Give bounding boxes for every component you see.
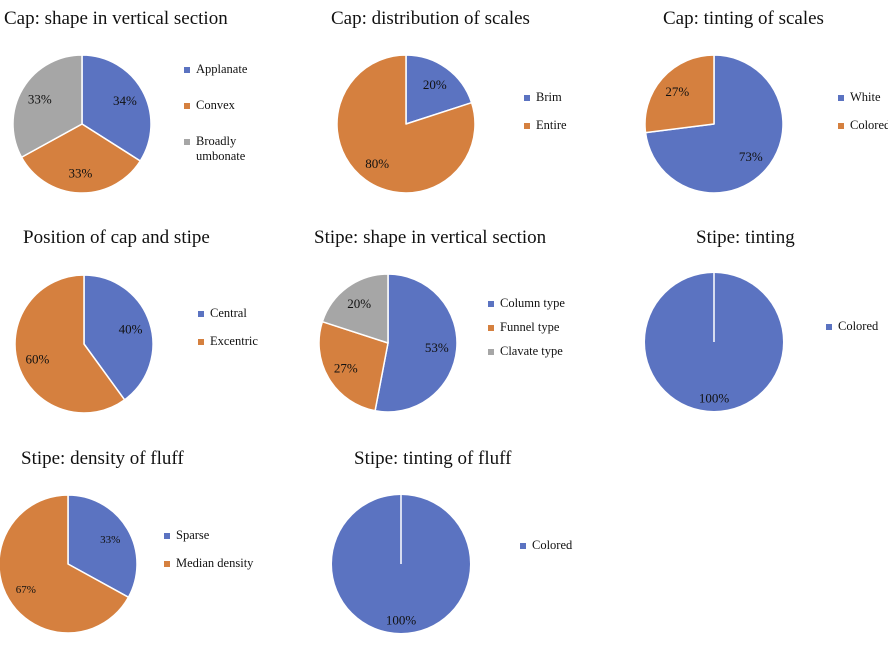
pie-slice-column-type xyxy=(374,273,458,413)
chart-title: Cap: distribution of scales xyxy=(331,8,530,29)
pie-slice-excentric xyxy=(14,274,126,414)
legend-item: Colored xyxy=(520,538,610,553)
legend-swatch xyxy=(488,301,494,307)
pie-slice-funnel-type xyxy=(318,320,389,412)
legend-label: White xyxy=(850,90,881,104)
data-label: 33% xyxy=(100,534,120,546)
pie-chart: 100% xyxy=(332,495,470,633)
legend-label: Entire xyxy=(536,118,567,132)
chart-title: Stipe: tinting xyxy=(696,227,795,248)
data-label: 100% xyxy=(386,613,417,628)
data-label: 20% xyxy=(423,77,447,92)
legend-swatch xyxy=(184,139,190,145)
legend-swatch xyxy=(524,123,530,129)
legend-item: Funnel type xyxy=(488,320,588,335)
legend-item: Colored xyxy=(826,319,888,334)
chart-title: Cap: shape in vertical section xyxy=(4,8,228,29)
legend-label: Column type xyxy=(500,296,565,310)
data-label: 80% xyxy=(365,156,389,171)
data-label: 40% xyxy=(119,321,143,336)
chart-title: Position of cap and stipe xyxy=(23,227,210,248)
legend-item: Clavate type xyxy=(488,344,588,359)
chart-legend: Colored xyxy=(520,538,610,553)
pie-slice-median-density xyxy=(0,494,130,634)
data-label: 34% xyxy=(113,93,137,108)
legend-label: Broadly umbonate xyxy=(196,134,246,163)
pie-slice-central xyxy=(83,274,154,401)
legend-item: White xyxy=(838,90,888,105)
legend-label: Convex xyxy=(196,98,235,112)
chart-legend: Column type Funnel type Clavate type xyxy=(488,296,588,359)
chart-legend: Colored xyxy=(826,319,888,334)
legend-item: Brim xyxy=(524,90,614,105)
legend-swatch xyxy=(520,543,526,549)
pie-slice-clavate-type xyxy=(321,273,389,344)
legend-swatch xyxy=(164,533,170,539)
data-label: 73% xyxy=(739,149,763,164)
legend-item: Central xyxy=(198,306,288,321)
chart-legend: Applanate Convex Broadly umbonate xyxy=(184,62,274,164)
data-label: 33% xyxy=(69,166,93,181)
pie-slice-colored xyxy=(644,54,715,134)
chart-legend: Sparse Median density xyxy=(164,528,274,571)
pie-chart: 34% 33% 33% xyxy=(12,54,152,194)
legend-swatch xyxy=(838,95,844,101)
chart-title: Stipe: shape in vertical section xyxy=(314,227,547,248)
pie-chart: 53% 27% 20% xyxy=(318,273,458,413)
legend-label: Clavate type xyxy=(500,344,563,358)
legend-label: Colored xyxy=(532,538,573,552)
legend-swatch xyxy=(164,561,170,567)
legend-label: Colored xyxy=(838,319,879,333)
legend-item: Entire xyxy=(524,118,614,133)
legend-swatch xyxy=(838,123,844,129)
pie-chart: 40% 60% xyxy=(14,274,154,414)
legend-label: Central xyxy=(210,306,247,320)
pie-slice-brim xyxy=(405,54,473,125)
legend-label: Colored xyxy=(850,118,888,132)
legend-swatch xyxy=(184,67,190,73)
pie-chart: 20% 80% xyxy=(336,54,476,194)
pie-chart: 73% 27% xyxy=(644,54,784,194)
data-label: 100% xyxy=(699,391,730,406)
chart-legend: Central Excentric xyxy=(198,306,288,349)
legend-label: Excentric xyxy=(210,334,258,348)
data-label: 20% xyxy=(347,296,371,311)
chart-legend: Brim Entire xyxy=(524,90,614,133)
legend-swatch xyxy=(198,339,204,345)
legend-label: Funnel type xyxy=(500,320,560,334)
legend-item: Convex xyxy=(184,98,274,113)
chart-title: Cap: tinting of scales xyxy=(663,8,824,29)
pie-slice-broadly-umbonate xyxy=(12,54,83,158)
pie-slice-entire xyxy=(336,54,476,194)
chart-legend: White Colored xyxy=(838,90,888,133)
legend-swatch xyxy=(198,311,204,317)
legend-swatch xyxy=(488,349,494,355)
pie-chart: 33% 67% xyxy=(0,494,138,634)
data-label: 67% xyxy=(16,584,36,596)
legend-item: Applanate xyxy=(184,62,274,77)
pie-slice-sparse xyxy=(67,494,138,598)
pie-chart: 100% xyxy=(645,273,783,411)
legend-label: Brim xyxy=(536,90,562,104)
chart-title: Stipe: tinting of fluff xyxy=(354,448,512,469)
data-label: 53% xyxy=(425,340,449,355)
legend-item: Column type xyxy=(488,296,588,311)
legend-item: Broadly umbonate xyxy=(184,134,274,164)
legend-label: Sparse xyxy=(176,528,210,542)
legend-label: Median density xyxy=(176,556,254,570)
data-label: 27% xyxy=(334,360,358,375)
legend-swatch xyxy=(826,324,832,330)
legend-item: Colored xyxy=(838,118,888,133)
legend-swatch xyxy=(524,95,530,101)
legend-item: Excentric xyxy=(198,334,288,349)
legend-swatch xyxy=(184,103,190,109)
legend-item: Sparse xyxy=(164,528,274,543)
legend-label: Applanate xyxy=(196,62,248,76)
data-label: 27% xyxy=(665,84,689,99)
legend-item: Median density xyxy=(164,556,274,571)
data-label: 33% xyxy=(28,92,52,107)
chart-title: Stipe: density of fluff xyxy=(21,448,184,469)
data-label: 60% xyxy=(25,352,49,367)
legend-swatch xyxy=(488,325,494,331)
